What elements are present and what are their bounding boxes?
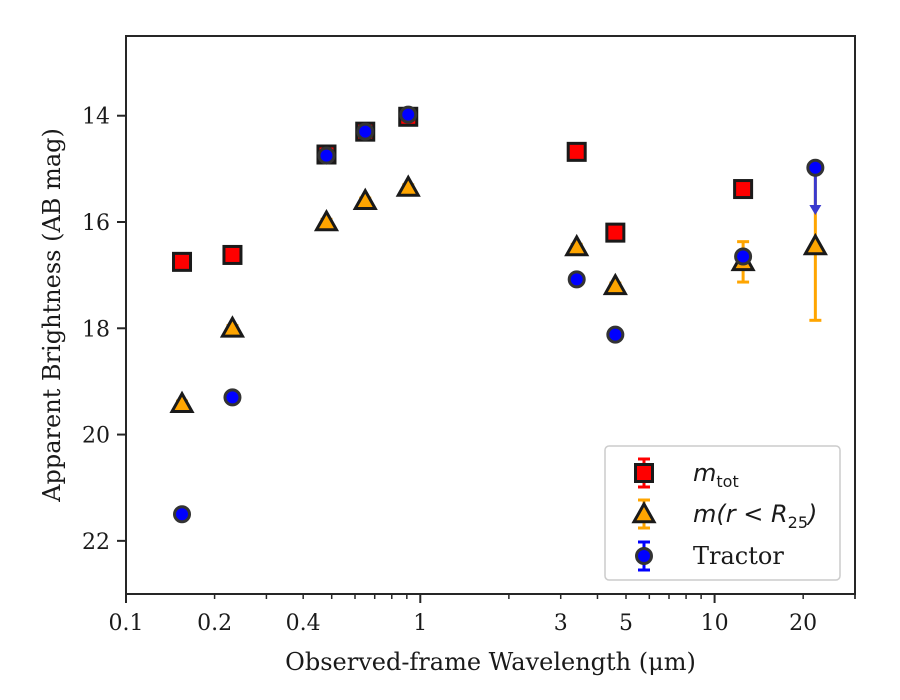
data-point — [564, 233, 590, 257]
data-point — [173, 505, 192, 524]
x-tick-label: 0.2 — [197, 611, 232, 636]
x-tick-label: 10 — [701, 611, 729, 636]
data-point — [566, 141, 587, 162]
x-axis-ticks: 0.1 0.2 0.4 1 3 5 10 20 — [109, 594, 856, 636]
series-circle — [173, 105, 825, 524]
legend-box — [604, 445, 841, 581]
data-point — [606, 325, 625, 344]
legend-label: mtot — [693, 459, 739, 491]
data-point — [223, 388, 242, 407]
legend: mtot m(r < R25) Tractor — [604, 445, 841, 581]
y-tick-label: 22 — [82, 530, 110, 555]
x-tick-label: 0.4 — [286, 611, 321, 636]
x-tick-label: 5 — [619, 611, 633, 636]
upper-limit-arrowhead — [809, 204, 822, 215]
x-tick-label: 3 — [554, 611, 568, 636]
y-tick-label: 18 — [82, 317, 110, 342]
data-point — [806, 158, 825, 177]
data-point — [733, 179, 754, 200]
data-point — [734, 247, 753, 266]
series-square — [172, 106, 754, 272]
legend-marker-triangle — [631, 500, 657, 524]
y-tick-label: 16 — [82, 211, 110, 236]
data-point — [172, 251, 193, 272]
y-tick-label: 14 — [82, 105, 110, 130]
data-point — [352, 187, 378, 211]
y-tick-label: 20 — [82, 424, 110, 449]
data-point — [356, 122, 375, 141]
data-point — [802, 232, 828, 256]
series-triangle — [169, 170, 828, 414]
plot-frame — [125, 35, 856, 595]
x-tick-label: 1 — [413, 611, 427, 636]
data-point — [567, 270, 586, 289]
data-point — [395, 174, 421, 197]
data-point — [219, 315, 246, 338]
y-axis-title: Apparent Brightness (AB mag) — [38, 128, 66, 503]
x-tick-label: 0.1 — [109, 611, 144, 636]
data-point — [222, 244, 243, 265]
data-point — [313, 208, 340, 232]
data-point — [602, 272, 628, 296]
data-point — [605, 222, 626, 243]
legend-marker-circle — [635, 547, 653, 565]
data-point — [317, 146, 336, 165]
data-marks — [169, 105, 828, 524]
data-point — [399, 105, 418, 124]
x-axis-title: Observed-frame Wavelength (μm) — [285, 648, 696, 676]
x-tick-label: 20 — [789, 611, 817, 636]
data-point — [169, 390, 195, 414]
legend-label: Tractor — [693, 542, 784, 570]
legend-marker-square — [634, 463, 654, 483]
legend-label: m(r < R25) — [693, 500, 817, 532]
y-axis-ticks: 14 16 18 20 22 — [82, 105, 126, 555]
